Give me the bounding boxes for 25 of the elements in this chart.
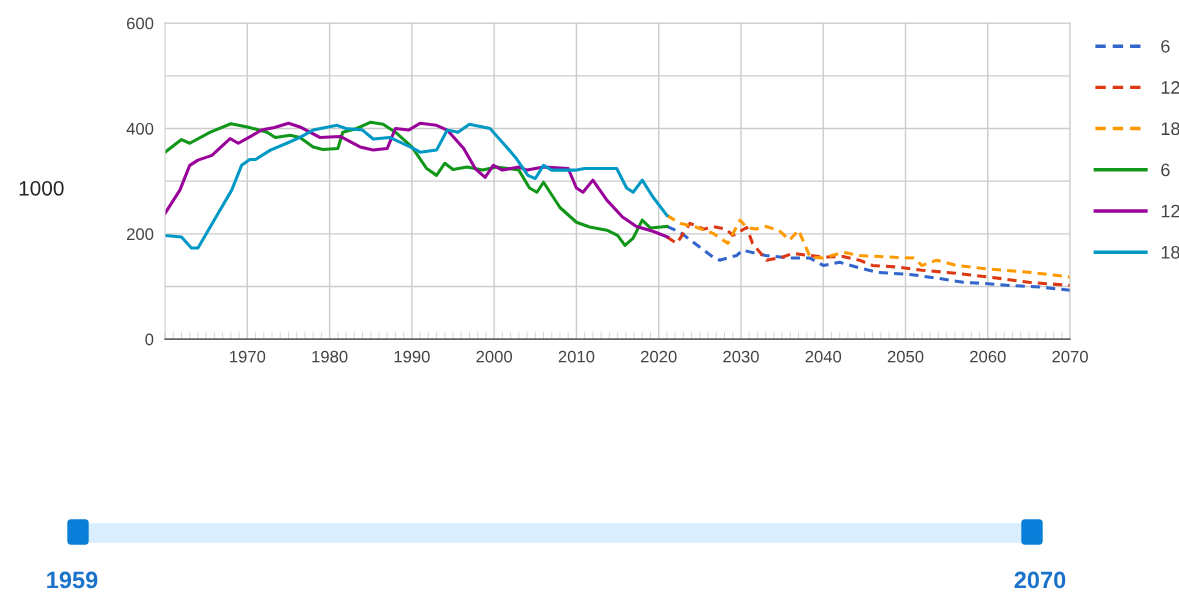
x-tick-label: 2010 <box>558 350 595 363</box>
legend-label: 6 <box>1161 39 1170 53</box>
y-tick-label: 200 <box>126 228 154 241</box>
x-tick-label: 2070 <box>1052 350 1088 363</box>
legend-label: 18 <box>1161 245 1179 259</box>
legend-label: 18 <box>1161 122 1179 136</box>
x-tick-label: 1990 <box>394 350 430 363</box>
y-tick-label: 600 <box>126 17 154 30</box>
y-tick-label: 400 <box>126 122 154 135</box>
x-tick-label: 2050 <box>887 350 924 363</box>
x-tick-label: 2020 <box>641 350 677 363</box>
line-series <box>665 213 1071 279</box>
x-tick-label: 2040 <box>805 350 842 363</box>
text: 1959 <box>47 571 98 589</box>
x-tick-label: 2060 <box>970 350 1006 363</box>
text: 2070 <box>1014 571 1066 589</box>
legend-label: 6 <box>1161 163 1170 177</box>
x-tick-label: 1970 <box>230 350 266 363</box>
x-tick-label: 2030 <box>723 350 759 363</box>
legend-label: 12 <box>1161 204 1179 218</box>
legend-label: 12 <box>1161 81 1179 94</box>
x-tick-label: 2000 <box>476 350 513 363</box>
y-axis-title: 1000 <box>19 180 64 196</box>
x-tick-label: 1980 <box>312 350 348 363</box>
y-tick-label: 0 <box>145 333 154 346</box>
